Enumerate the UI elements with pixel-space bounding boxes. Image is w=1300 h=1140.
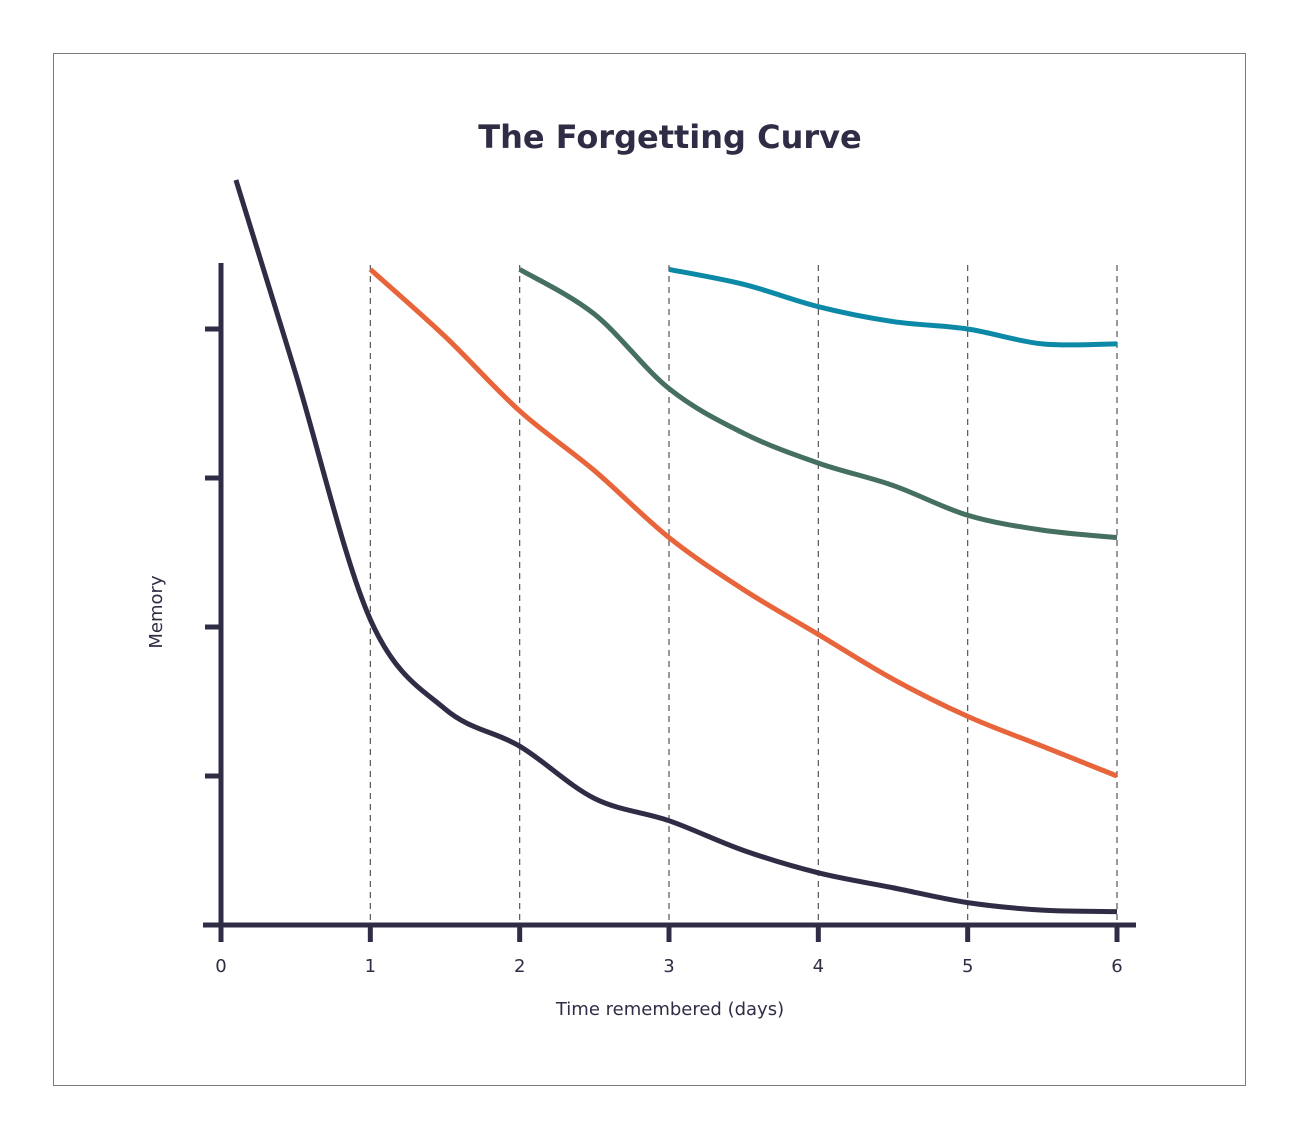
chart-title: The Forgetting Curve bbox=[478, 118, 861, 156]
axes bbox=[203, 263, 1136, 942]
series-lines bbox=[233, 179, 1118, 915]
x-tick-label: 3 bbox=[663, 956, 674, 977]
x-tick-label: 2 bbox=[514, 956, 525, 977]
x-tick-label: 4 bbox=[813, 956, 824, 977]
series-line-2 bbox=[368, 267, 1118, 779]
series-line-4 bbox=[668, 266, 1118, 348]
tick-labels: 0 1 2 3 4 5 6 bbox=[215, 956, 1122, 977]
y-axis-label: Memory bbox=[146, 575, 167, 649]
x-tick-label: 5 bbox=[962, 956, 973, 977]
series-line-3 bbox=[518, 267, 1118, 541]
gridlines bbox=[369, 265, 1118, 925]
x-tick-label: 0 bbox=[215, 956, 226, 977]
x-axis-label: Time remembered (days) bbox=[555, 999, 784, 1020]
series-line-1 bbox=[233, 179, 1118, 915]
x-tick-label: 6 bbox=[1111, 956, 1122, 977]
x-tick-label: 1 bbox=[365, 956, 376, 977]
